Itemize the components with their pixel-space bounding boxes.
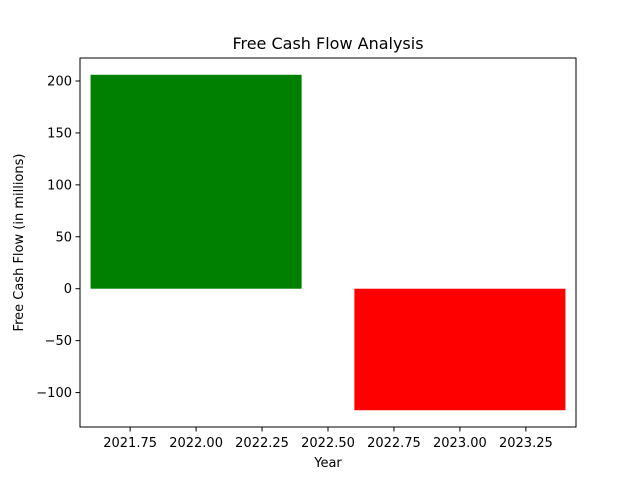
x-tick-label: 2022.25: [235, 436, 289, 451]
y-tick-label: 150: [47, 126, 72, 141]
x-tick-label: 2023.00: [433, 436, 487, 451]
y-axis: −100 −50 0 50 100 150 200: [36, 75, 80, 401]
y-tick-label: −100: [36, 386, 72, 401]
y-axis-label: Free Cash Flow (in millions): [12, 154, 27, 332]
x-tick-label: 2022.50: [301, 436, 355, 451]
y-tick-label: 0: [64, 282, 72, 297]
x-axis-label: Year: [313, 456, 342, 471]
y-tick-label: −50: [45, 334, 72, 349]
y-tick-label: 50: [55, 230, 72, 245]
bar-2023: [354, 288, 566, 411]
bars-layer: [90, 74, 566, 411]
x-tick-label: 2022.00: [169, 436, 223, 451]
y-tick-label: 200: [47, 75, 72, 90]
chart-title: Free Cash Flow Analysis: [232, 34, 423, 53]
x-tick-label: 2021.75: [103, 436, 157, 451]
x-axis: 2021.75 2022.00 2022.25 2022.50 2022.75 2023.…: [103, 427, 553, 451]
x-tick-label: 2022.75: [367, 436, 421, 451]
y-tick-label: 100: [47, 178, 72, 193]
x-tick-label: 2023.25: [499, 436, 553, 451]
bar-2022: [90, 74, 302, 289]
